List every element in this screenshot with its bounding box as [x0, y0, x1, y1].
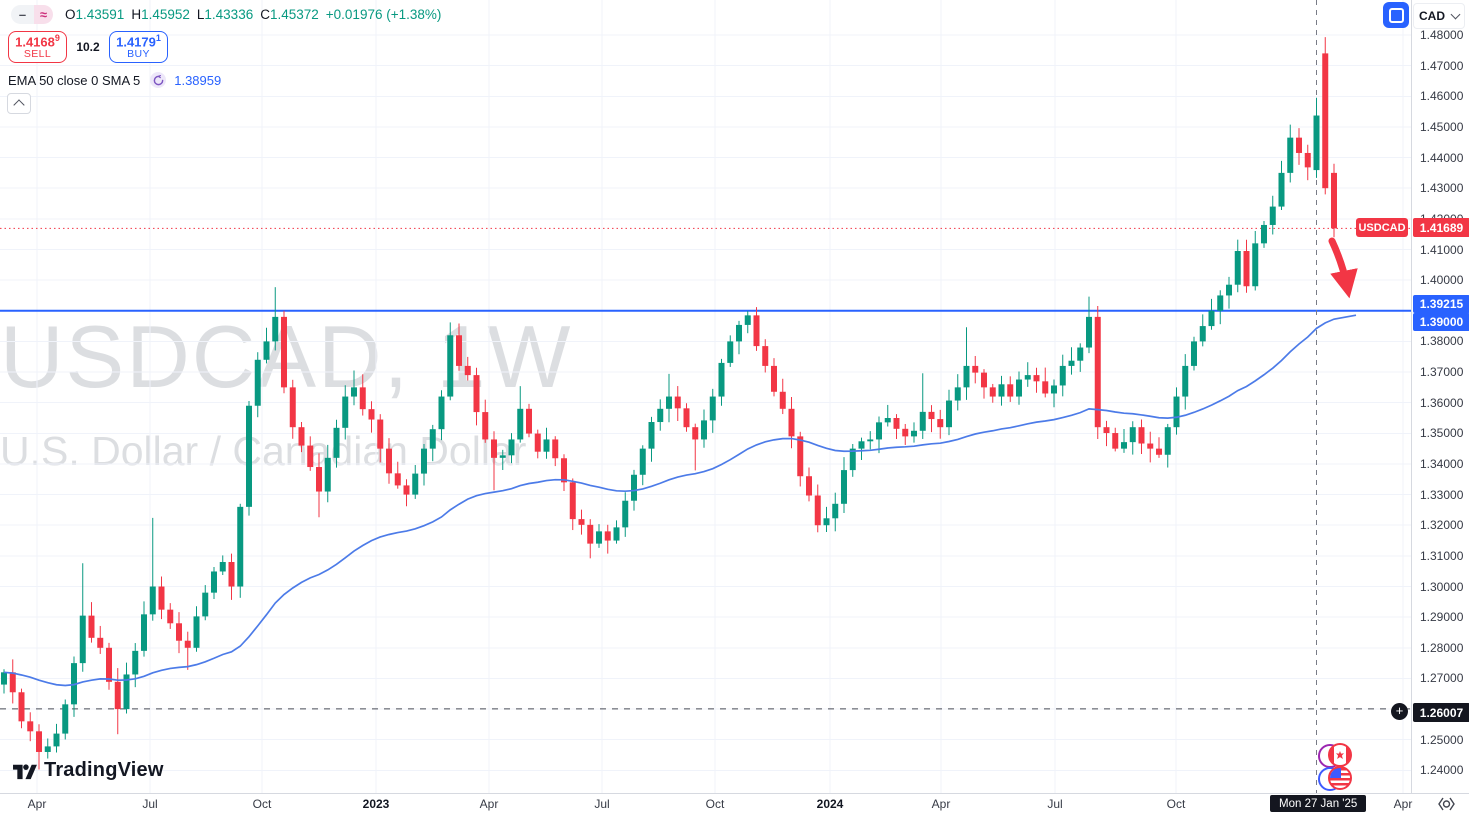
price-tick: 1.25000 [1420, 732, 1464, 747]
price-tick: 1.40000 [1420, 273, 1464, 288]
price-tick: 1.41000 [1420, 242, 1464, 257]
price-tick: 1.33000 [1420, 487, 1464, 502]
time-tick: Jul [594, 797, 610, 811]
time-tick: 2023 [362, 797, 390, 811]
spread-value: 10.2 [76, 40, 100, 54]
close-value: 1.45372 [269, 7, 319, 22]
buy-label: BUY [127, 47, 150, 60]
time-tick: Apr [479, 797, 499, 811]
time-tick: Jul [1047, 797, 1063, 811]
price-tick: 1.34000 [1420, 457, 1464, 471]
time-tick: Jul [142, 797, 158, 811]
price-tick: 1.45000 [1420, 119, 1464, 134]
price-tick: 1.44000 [1420, 150, 1464, 165]
add-alert-plus-icon[interactable]: + [1391, 703, 1408, 720]
price-tick: 1.30000 [1420, 579, 1464, 594]
tradingview-logo[interactable]: TradingView [12, 759, 164, 782]
high-value: 1.45952 [141, 7, 190, 22]
time-tick: Oct [252, 797, 272, 811]
legend-collapse-button[interactable] [7, 93, 31, 114]
time-tick: Oct [705, 797, 725, 811]
open-label: O [65, 7, 76, 22]
indicator-name: EMA 50 close 0 SMA 5 [8, 72, 141, 88]
ohlc-legend: O1.43591 H1.45952 L1.43336 C1.45372 +0.01976… [65, 7, 441, 22]
indicator-loading-icon [150, 72, 167, 88]
price-tick: 1.28000 [1420, 640, 1464, 655]
event-flag-canada[interactable] [1318, 743, 1352, 768]
price-tick: 1.35000 [1420, 426, 1464, 441]
time-axis[interactable]: Apr Jul Oct 2023 Apr Jul Oct 2024 Apr Jul Oct Apr M… [0, 793, 1469, 813]
buy-price: 1.4179 [116, 34, 156, 50]
price-tick: 1.48000 [1420, 28, 1464, 42]
price-tick: 1.31000 [1420, 548, 1464, 563]
legend-wave-toggle[interactable]: ≈ [34, 5, 53, 24]
last-price-badge: 1.41689 [1413, 218, 1469, 237]
time-tick: 2024 [816, 797, 844, 811]
time-tick: Apr [931, 797, 951, 811]
buy-button[interactable]: 1.41791 BUY [109, 31, 168, 63]
ema-50-line [3, 314, 1357, 687]
expand-button[interactable] [1383, 2, 1409, 28]
sell-price-sup: 9 [54, 33, 60, 43]
expand-icon [1388, 7, 1404, 23]
chevron-up-icon [13, 99, 25, 111]
price-tick: 1.36000 [1420, 395, 1464, 410]
event-flag-us[interactable] [1318, 766, 1352, 791]
candlestick-series [1, 37, 1337, 770]
trade-panel: 1.41689 SELL 10.2 1.41791 BUY [8, 31, 168, 63]
price-tick: 1.24000 [1420, 763, 1464, 778]
price-tick: 1.47000 [1420, 58, 1464, 73]
time-tick: Oct [1166, 797, 1186, 811]
sell-label: SELL [23, 47, 52, 60]
symbol-price-pill: USDCAD [1356, 218, 1408, 237]
canada-flag-icon [1328, 743, 1352, 767]
currency-dropdown[interactable]: CAD [1413, 3, 1465, 29]
ema-value-badge: 1.39215 [1413, 295, 1469, 313]
chevron-down-icon [1450, 9, 1461, 20]
indicator-legend[interactable]: EMA 50 close 0 SMA 5 1.38959 [8, 72, 221, 88]
buy-price-sup: 1 [155, 33, 161, 43]
legend-toggle-group[interactable]: – ≈ [11, 5, 53, 24]
price-tick: 1.37000 [1420, 365, 1464, 379]
alert-price-badge[interactable]: 1.26007 [1413, 703, 1469, 722]
watermark-description: U.S. Dollar / Canadian Dollar [0, 428, 527, 474]
tradingview-logo-text: TradingView [44, 759, 164, 781]
chart-drawings[interactable] [1328, 237, 1358, 299]
indicator-value: 1.38959 [174, 72, 222, 88]
gridlines [0, 0, 1411, 793]
close-label: C [260, 7, 270, 22]
price-tick: 1.29000 [1420, 610, 1464, 625]
open-value: 1.43591 [75, 7, 125, 22]
low-label: L [196, 7, 205, 22]
low-value: 1.43336 [204, 7, 254, 22]
legend-minus-toggle[interactable]: – [11, 5, 34, 24]
price-tick: 1.38000 [1420, 334, 1464, 349]
change-value: +0.01976 (+1.38%) [325, 7, 442, 22]
chart-canvas[interactable] [0, 0, 1411, 793]
price-axis[interactable]: 1.48000 1.47000 1.46000 1.45000 1.44000 1.430… [1411, 0, 1469, 793]
price-tick: 1.32000 [1420, 518, 1464, 533]
time-tick: Apr [1393, 797, 1413, 811]
high-label: H [131, 7, 142, 22]
price-tick: 1.43000 [1420, 181, 1464, 196]
chart-lines [0, 0, 1411, 793]
price-tick: 1.27000 [1420, 671, 1464, 686]
hline-value-badge: 1.39000 [1413, 313, 1469, 331]
crosshair-date-badge: Mon 27 Jan '25 [1270, 795, 1367, 812]
time-tick: Apr [27, 797, 47, 811]
sell-button[interactable]: 1.41689 SELL [8, 31, 67, 63]
us-flag-icon [1328, 766, 1352, 790]
scales-settings-icon[interactable] [1437, 797, 1456, 813]
price-tick: 1.46000 [1420, 89, 1464, 104]
currency-value: CAD [1419, 9, 1445, 23]
sell-price: 1.4168 [15, 34, 55, 50]
tradingview-logo-icon [13, 763, 37, 779]
